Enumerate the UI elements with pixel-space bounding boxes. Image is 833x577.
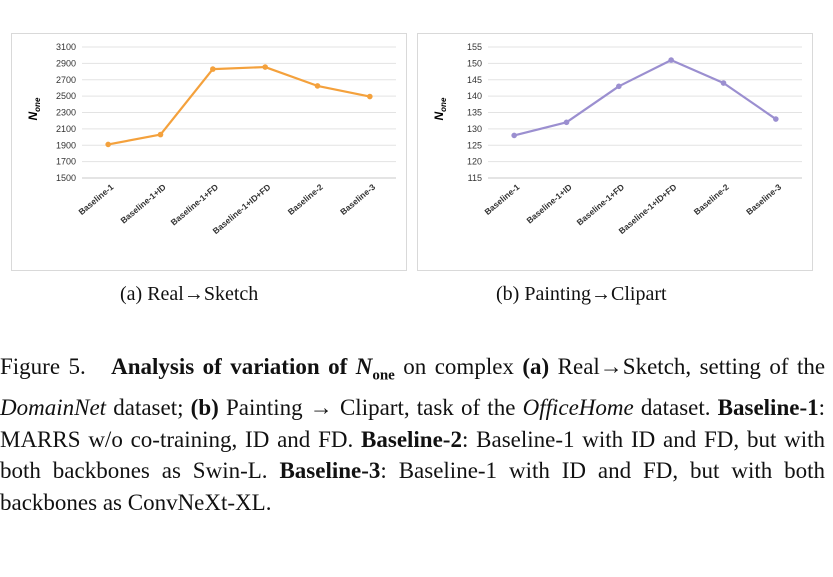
y-tick-label: 150 xyxy=(467,58,482,68)
caption-text-a: Real→Sketch, setting of the xyxy=(557,354,826,379)
caption-label-b: (b) xyxy=(190,395,219,421)
x-tick-label: Baseline-1 xyxy=(76,182,115,217)
caption-baseline-3-name: Baseline-3 xyxy=(279,458,381,484)
caption-label-a: (a) xyxy=(522,354,550,379)
caption-baseline-3-text: : Baseline-1 with ID and FD, but with bo… xyxy=(0,458,826,515)
data-point xyxy=(563,119,570,126)
x-tick-label: Baseline-1+ID+FD xyxy=(211,182,273,236)
y-tick-label: 1900 xyxy=(56,140,76,150)
caption-text-b-end: dataset. xyxy=(640,395,711,421)
data-point xyxy=(668,57,674,63)
y-tick-label: 2500 xyxy=(56,91,76,101)
figure-label: Figure 5. xyxy=(0,354,86,379)
caption-bold-post: on complex xyxy=(403,354,514,379)
x-tick-label: Baseline-1+FD xyxy=(575,182,626,227)
subcaption-a: (a) Real→Sketch xyxy=(120,283,259,305)
caption-baseline-2-name: Baseline-2 xyxy=(361,426,462,452)
caption-baseline-2-text: : Baseline-1 with ID and FD, but with bo… xyxy=(0,426,826,484)
y-tick-label: 130 xyxy=(467,124,482,134)
x-tick-label: Baseline-3 xyxy=(744,182,783,217)
chart-panel-real-sketch: 1500 1700 1900 2100 2300 2500 2700 2900 3100 None… xyxy=(11,33,407,271)
caption-dataset-b: OfficeHome xyxy=(522,395,634,421)
y-axis-label: None xyxy=(26,97,42,120)
caption-text-a-end: dataset; xyxy=(113,395,184,421)
data-point xyxy=(105,141,111,148)
caption-bold-pre: Analysis of variation of xyxy=(111,354,348,379)
caption-baseline-1-name: Baseline-1 xyxy=(717,395,819,421)
y-tick-label: 115 xyxy=(468,173,482,183)
caption-dataset-a: DomainNet xyxy=(0,395,107,421)
y-tick-label: 3100 xyxy=(56,42,76,52)
y-tick-label: 1500 xyxy=(56,173,76,183)
x-tick-label: Baseline-1+ID+FD xyxy=(617,182,679,236)
data-point xyxy=(157,131,164,138)
y-tick-label: 155 xyxy=(467,42,482,52)
caption-var-n: N xyxy=(355,354,373,379)
y-tick-label: 1700 xyxy=(56,157,76,167)
y-tick-label: 125 xyxy=(467,140,482,150)
x-tick-label: Baseline-2 xyxy=(692,182,731,217)
y-tick-label: 120 xyxy=(467,157,482,167)
y-tick-label: 140 xyxy=(467,91,482,101)
y-tick-label: 2100 xyxy=(56,124,76,134)
x-tick-label: Baseline-3 xyxy=(338,182,377,217)
data-point xyxy=(314,83,321,89)
figure-caption: Figure 5. Analysis of variation of None … xyxy=(0,351,825,519)
series-line xyxy=(107,65,371,146)
y-tick-label: 2300 xyxy=(56,108,76,118)
series-line xyxy=(513,59,777,137)
chart-panel-painting-clipart: 115 120 125 130 135 140 145 150 155 None Baseline-… xyxy=(417,33,813,271)
y-axis-label: None xyxy=(432,97,448,120)
x-tick-label: Baseline-1 xyxy=(482,182,521,217)
data-point xyxy=(773,116,779,122)
subcaption-b: (b) Painting→Clipart xyxy=(496,283,667,305)
line-chart-painting-clipart: 115 120 125 130 135 140 145 150 155 None Baseline-… xyxy=(432,42,802,236)
y-tick-label: 145 xyxy=(467,75,482,85)
y-tick-label: 135 xyxy=(467,108,482,118)
x-tick-label: Baseline-1+ID xyxy=(118,182,167,226)
line-chart-real-sketch: 1500 1700 1900 2100 2300 2500 2700 2900 3100 None… xyxy=(26,42,396,236)
caption-var-sub: one xyxy=(372,367,395,384)
data-point xyxy=(616,83,622,90)
data-point xyxy=(367,93,373,100)
y-tick-label: 2700 xyxy=(56,75,76,85)
x-tick-label: Baseline-2 xyxy=(286,182,325,217)
data-point xyxy=(511,132,517,139)
x-tick-label: Baseline-1+ID xyxy=(524,182,573,226)
x-tick-label: Baseline-1+FD xyxy=(169,182,220,227)
data-point xyxy=(262,64,268,70)
y-tick-label: 2900 xyxy=(56,58,76,68)
caption-baseline-1-text: : MARRS w/o co-training, ID and FD. xyxy=(0,395,826,452)
data-point xyxy=(720,80,727,86)
caption-text-b: Painting → Clipart, task of the xyxy=(225,395,516,421)
data-point xyxy=(210,66,216,72)
